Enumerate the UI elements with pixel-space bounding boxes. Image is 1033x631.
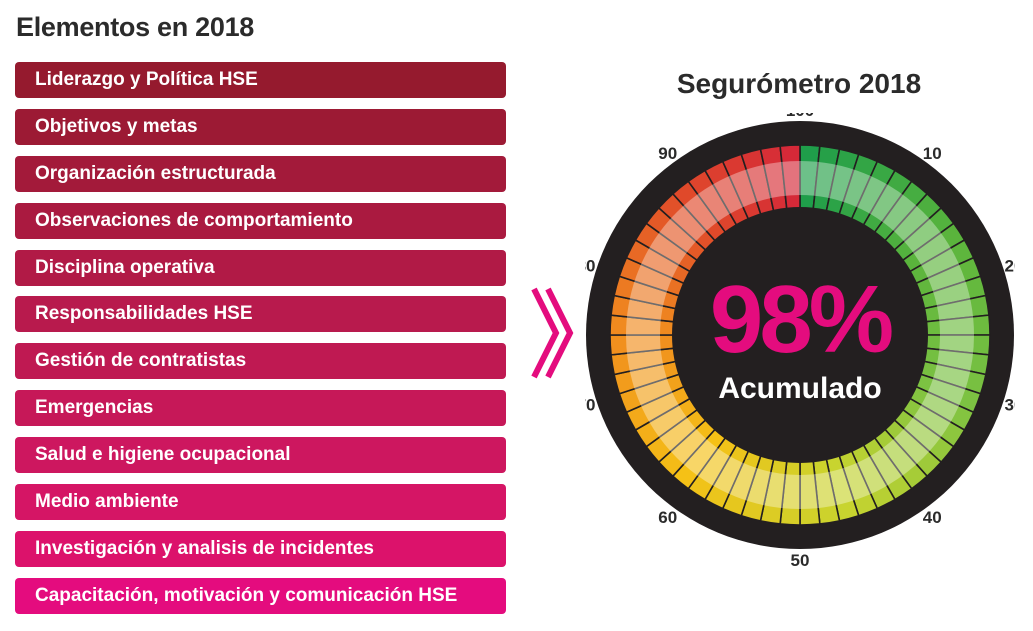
element-item: Objetivos y metas xyxy=(15,108,506,145)
gauge-tick-label: 40 xyxy=(923,508,942,527)
gauge-center xyxy=(672,207,928,463)
gauge-title: Segurómetro 2018 xyxy=(676,68,922,99)
gauge-tick-label: 30 xyxy=(1005,396,1015,415)
elements-list: Liderazgo y Política HSE Objetivos y meta… xyxy=(15,62,506,625)
element-item: Medio ambiente xyxy=(15,484,506,521)
gauge-tick-label: 10 xyxy=(923,144,942,163)
gauge-value-label: Acumulado xyxy=(718,372,882,405)
element-item: Observaciones de comportamiento xyxy=(15,202,506,239)
element-item: Gestión de contratistas xyxy=(15,343,506,380)
elements-title: Elementos en 2018 xyxy=(16,12,255,42)
element-item: Capacitación, motivación y comunicación … xyxy=(15,577,506,614)
gauge-tick-label: 70 xyxy=(585,396,595,415)
double-chevron-right-icon xyxy=(531,287,574,379)
element-item: Responsabilidades HSE xyxy=(15,296,506,333)
element-item: Organización estructurada xyxy=(15,155,506,192)
gauge-tick-label: 80 xyxy=(585,256,595,275)
gauge-tick-label: 90 xyxy=(658,144,677,163)
element-item: Disciplina operativa xyxy=(15,249,506,286)
gauge-highlight xyxy=(626,161,974,509)
gauge-tick-label: 100 xyxy=(786,113,814,120)
element-item: Liderazgo y Política HSE xyxy=(15,62,506,98)
gauge-value: 98% xyxy=(709,266,894,373)
segurometro-gauge: 100 10 20 30 40 50 60 70 80 90 xyxy=(585,113,1015,570)
gauge-tick-label: 50 xyxy=(791,551,810,570)
gauge-tick-label: 20 xyxy=(1005,256,1015,275)
element-item: Emergencias xyxy=(15,390,506,427)
element-item: Investigación y analisis de incidentes xyxy=(15,530,506,567)
element-item: Salud e higiene ocupacional xyxy=(15,437,506,474)
gauge-tick-label: 60 xyxy=(658,508,677,527)
